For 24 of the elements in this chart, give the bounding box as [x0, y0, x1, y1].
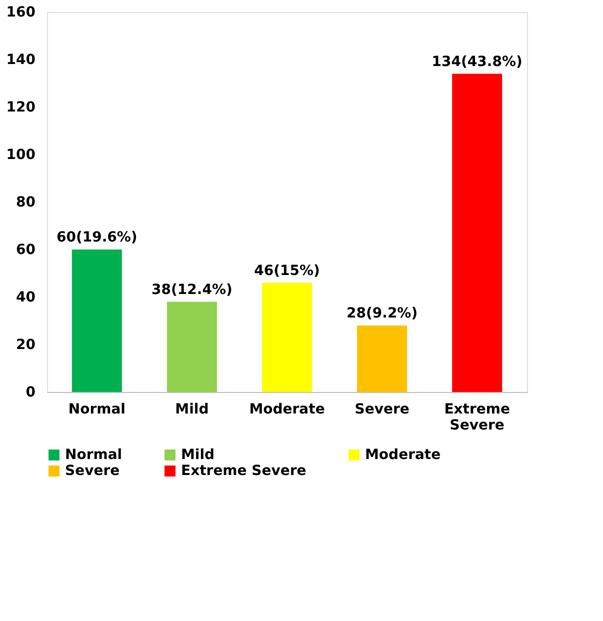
legend-label: Moderate	[365, 447, 441, 463]
x-tick-label: Extreme Severe	[444, 402, 510, 434]
x-tick-label: Mild	[175, 402, 209, 418]
y-tick-label: 60	[16, 242, 36, 258]
y-tick-label: 0	[26, 384, 36, 400]
legend-label: Severe	[65, 463, 120, 479]
y-tick-label: 100	[6, 147, 36, 163]
data-label: 38(12.4%)	[152, 282, 232, 298]
y-tick-label: 120	[6, 100, 36, 116]
legend-label: Extreme Severe	[181, 463, 306, 479]
legend-label: Mild	[181, 447, 215, 463]
data-label: 28(9.2%)	[346, 306, 418, 322]
x-tick-label: Moderate	[249, 402, 325, 418]
data-label: 60(19.6%)	[56, 230, 138, 246]
data-label: 134(43.8%)	[432, 54, 522, 70]
data-label: 46(15%)	[254, 262, 320, 279]
y-tick-label: 40	[16, 290, 36, 306]
y-tick-label: 140	[6, 52, 36, 68]
x-tick-label: Normal	[68, 402, 126, 418]
y-tick-label: 160	[6, 4, 36, 20]
y-tick-label: 80	[16, 194, 36, 210]
x-tick-label: Severe	[354, 402, 410, 418]
y-tick-label: 20	[16, 337, 36, 353]
legend-label: Normal	[65, 447, 122, 463]
